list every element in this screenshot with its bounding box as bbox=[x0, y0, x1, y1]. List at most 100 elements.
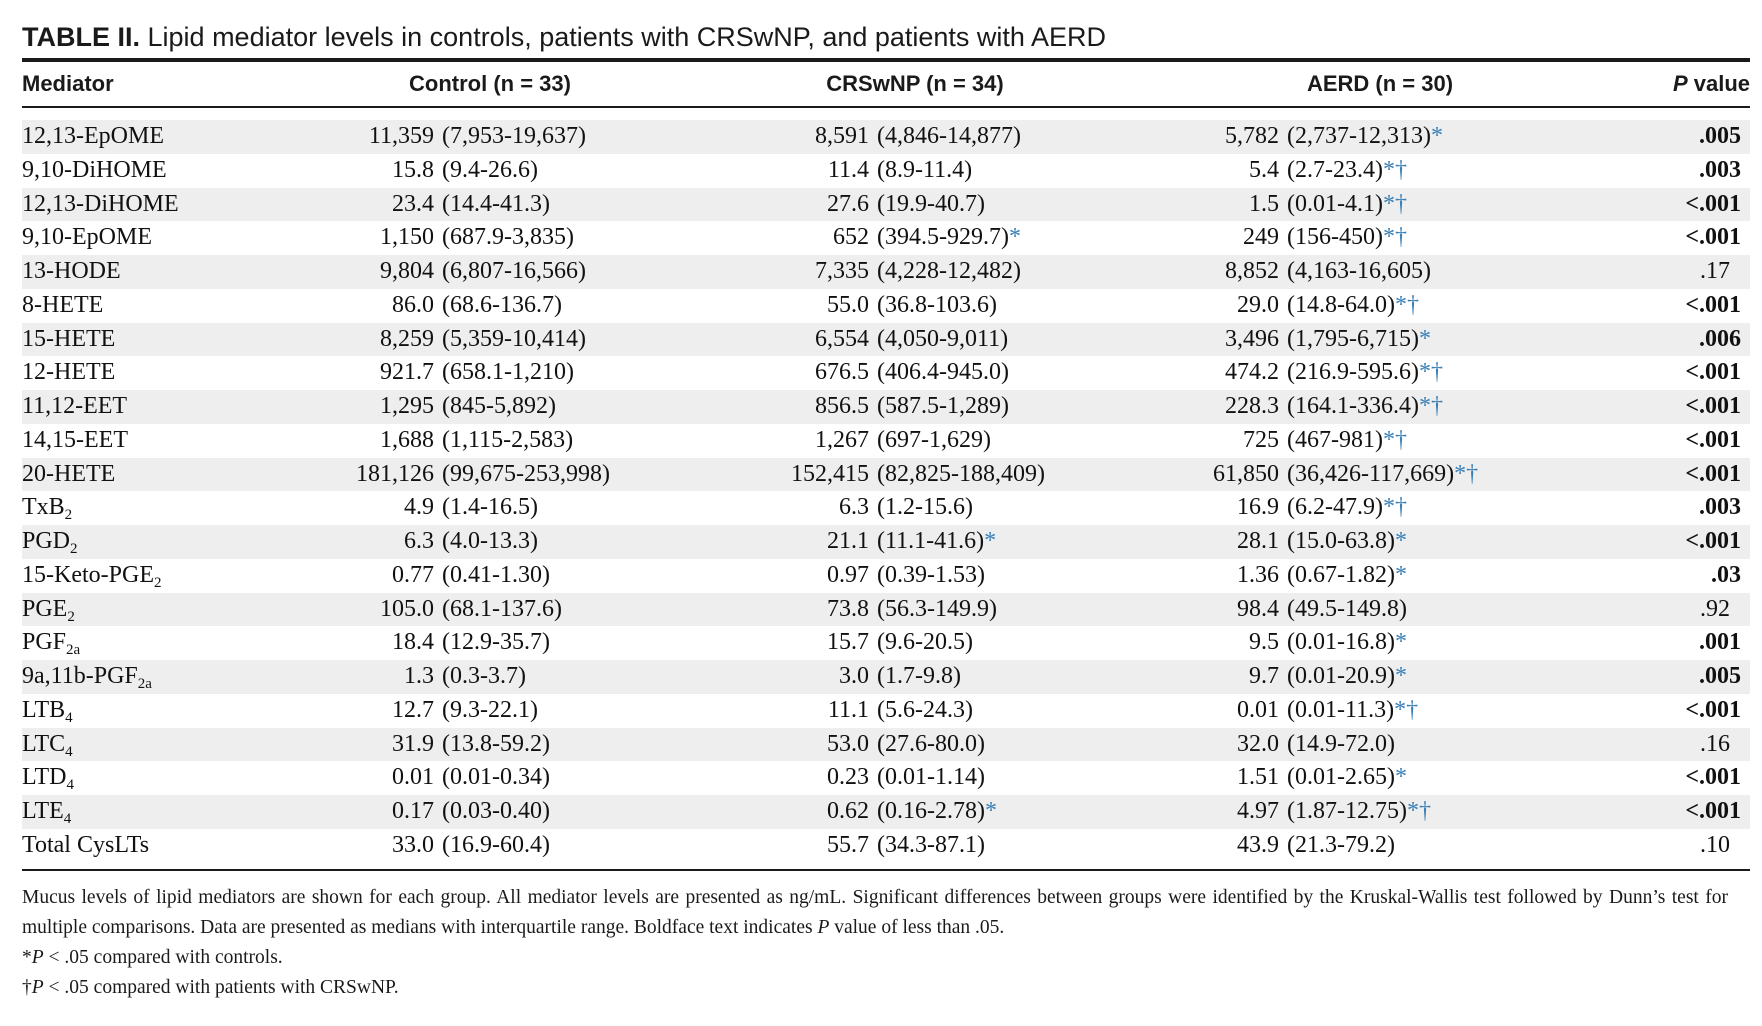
cell-aerd-iqr: (21.3-79.2) bbox=[1287, 829, 1395, 863]
table-row: 15-Keto-PGE2 0.77 (0.41-1.30) 0.97 (0.39-1.5… bbox=[22, 559, 1750, 593]
mediator-name: LTD bbox=[22, 764, 67, 791]
cell-p-value: .005 bbox=[1699, 663, 1741, 689]
mediator-subscript: 2 bbox=[153, 574, 162, 591]
footnote-main-text: Mucus levels of lipid mediators are show… bbox=[22, 886, 1728, 938]
cell-mediator: PGF2a bbox=[22, 626, 80, 660]
cell-aerd-median: 5.4 bbox=[1249, 156, 1279, 183]
table-row: 15-HETE 8,259 (5,359-10,414) 6,554 (4,050-9,… bbox=[22, 322, 1750, 357]
footnote-dagger-p: P bbox=[31, 976, 44, 998]
cell-mediator: LTC4 bbox=[22, 728, 73, 762]
footnote-star-symbol: * bbox=[22, 946, 32, 968]
significance-marker: *† bbox=[1418, 359, 1443, 386]
table-row: PGF2a 18.4 (12.9-35.7) 15.7 (9.6-20.5) 9.5 (0.… bbox=[22, 626, 1750, 660]
cell-control-median: 18.4 bbox=[392, 629, 434, 656]
table-page: TABLE II. Lipid mediator levels in contr… bbox=[22, 18, 1750, 1003]
cell-aerd-iqr: (15.0-63.8)* bbox=[1287, 525, 1407, 559]
aerd-iqr-value: (14.9-72.0) bbox=[1287, 730, 1395, 757]
aerd-iqr-value: (0.01-2.65) bbox=[1287, 764, 1395, 791]
aerd-iqr-value: (21.3-79.2) bbox=[1287, 831, 1395, 858]
mediator-name: 11,12-EET bbox=[22, 393, 128, 419]
cell-control-median: 86.0 bbox=[392, 291, 434, 318]
crswnp-iqr-value: (56.3-149.9) bbox=[877, 595, 997, 622]
cell-mediator: 20-HETE bbox=[22, 458, 115, 492]
cell-control-median: 0.77 bbox=[392, 561, 434, 588]
crswnp-iqr-value: (82,825-188,409) bbox=[877, 460, 1045, 487]
cell-mediator: PGD2 bbox=[22, 525, 78, 559]
cell-p-value: .003 bbox=[1699, 494, 1741, 521]
footnote-dagger: †P < .05 compared with patients with CRS… bbox=[22, 973, 1750, 1003]
cell-crswnp-iqr: (1.7-9.8) bbox=[877, 660, 961, 694]
cell-mediator: Total CysLTs bbox=[22, 829, 149, 863]
mediator-name: 20-HETE bbox=[22, 460, 116, 487]
cell-crswnp-median: 15.7 bbox=[827, 629, 869, 656]
aerd-iqr-value: (0.67-1.82) bbox=[1287, 561, 1395, 588]
footnote-dagger-text: < .05 compared with patients with CRSwNP… bbox=[43, 976, 399, 998]
cell-aerd-median: 8,852 bbox=[1225, 258, 1279, 284]
cell-control-median: 31.9 bbox=[392, 730, 434, 757]
aerd-iqr-value: (36,426-117,669) bbox=[1287, 460, 1455, 487]
cell-mediator: 12,13-EpOME bbox=[22, 120, 164, 154]
table-body: 12,13-EpOME 11,359 (7,953-19,637) 8,591 (4,8… bbox=[22, 120, 1750, 863]
cell-crswnp-median: 21.1 bbox=[827, 528, 869, 554]
cell-control-median: 1,295 bbox=[380, 393, 434, 419]
cell-control-median: 0.01 bbox=[392, 764, 434, 791]
significance-marker: *† bbox=[1382, 156, 1407, 183]
cell-aerd-iqr: (14.8-64.0)*† bbox=[1287, 289, 1419, 323]
aerd-iqr-value: (49.5-149.8) bbox=[1287, 595, 1407, 622]
top-rule bbox=[22, 58, 1750, 62]
mediator-name: 15-HETE bbox=[22, 325, 116, 352]
aerd-iqr-value: (0.01-20.9) bbox=[1287, 663, 1395, 689]
significance-marker: *† bbox=[1382, 494, 1407, 521]
cell-p-value: <.001 bbox=[1685, 798, 1741, 824]
cell-aerd-median: 9.7 bbox=[1249, 663, 1279, 689]
table-row: PGD2 6.3 (4.0-13.3) 21.1 (11.1-41.6)* 28.1 (15… bbox=[22, 525, 1750, 559]
cell-p-value: .16 bbox=[1700, 730, 1730, 757]
significance-marker: *† bbox=[1382, 426, 1407, 453]
cell-aerd-median: 1.5 bbox=[1249, 190, 1279, 217]
footnote-star-text: < .05 compared with controls. bbox=[43, 946, 283, 968]
cell-crswnp-iqr: (4,846-14,877) bbox=[877, 120, 1021, 154]
cell-crswnp-iqr: (406.4-945.0) bbox=[877, 356, 1009, 390]
cell-control-median: 23.4 bbox=[392, 190, 434, 217]
cell-mediator: LTE4 bbox=[22, 795, 71, 829]
cell-aerd-median: 29.0 bbox=[1237, 291, 1279, 318]
cell-control-median: 1,150 bbox=[380, 224, 434, 251]
cell-control-median: 0.17 bbox=[392, 798, 434, 824]
cell-mediator: PGE2 bbox=[22, 593, 75, 627]
cell-p-value: <.001 bbox=[1685, 460, 1741, 487]
cell-crswnp-iqr: (0.01-1.14) bbox=[877, 761, 985, 795]
cell-control-median: 1.3 bbox=[404, 663, 434, 689]
mediator-subscript: 4 bbox=[65, 743, 73, 760]
cell-crswnp-iqr: (5.6-24.3) bbox=[877, 694, 973, 728]
cell-control-iqr: (6,807-16,566) bbox=[442, 258, 586, 284]
aerd-iqr-value: (2,737-12,313) bbox=[1287, 123, 1431, 149]
cell-control-median: 15.8 bbox=[392, 156, 434, 183]
cell-crswnp-median: 676.5 bbox=[815, 359, 869, 386]
cell-crswnp-median: 152,415 bbox=[791, 460, 869, 487]
table-footnotes: Mucus levels of lipid mediators are show… bbox=[22, 883, 1750, 1003]
cell-aerd-iqr: (0.67-1.82)* bbox=[1287, 559, 1407, 593]
crswnp-iqr-value: (0.16-2.78) bbox=[877, 798, 985, 824]
cell-aerd-median: 32.0 bbox=[1237, 730, 1279, 757]
cell-crswnp-iqr: (4,228-12,482) bbox=[877, 255, 1021, 289]
aerd-iqr-value: (1.87-12.75) bbox=[1287, 798, 1407, 824]
significance-marker: *† bbox=[1406, 798, 1431, 824]
mediator-name: Total CysLTs bbox=[22, 831, 150, 858]
mediator-name: 12,13-DiHOME bbox=[22, 190, 179, 217]
crswnp-iqr-value: (587.5-1,289) bbox=[877, 393, 1009, 419]
table-row: PGE2 105.0 (68.1-137.6) 73.8 (56.3-149.9) 98.… bbox=[22, 592, 1750, 627]
significance-marker: * bbox=[1430, 123, 1443, 149]
cell-crswnp-median: 0.62 bbox=[827, 798, 869, 824]
cell-control-iqr: (4.0-13.3) bbox=[442, 528, 538, 554]
cell-crswnp-iqr: (0.39-1.53) bbox=[877, 559, 985, 593]
cell-crswnp-median: 55.7 bbox=[827, 831, 869, 858]
cell-crswnp-median: 8,591 bbox=[815, 123, 869, 149]
crswnp-iqr-value: (34.3-87.1) bbox=[877, 831, 985, 858]
cell-aerd-iqr: (1.87-12.75)*† bbox=[1287, 795, 1431, 829]
cell-crswnp-iqr: (1.2-15.6) bbox=[877, 491, 973, 525]
table-row: 11,12-EET 1,295 (845-5,892) 856.5 (587.5-1,2… bbox=[22, 390, 1750, 424]
table-caption: Lipid mediator levels in controls, patie… bbox=[147, 22, 1106, 52]
table-header: Mediator Control (n = 33) CRSwNP (n = 34… bbox=[22, 62, 1750, 106]
footnote-star-p: P bbox=[31, 946, 44, 968]
mediator-name: TxB bbox=[22, 494, 65, 521]
